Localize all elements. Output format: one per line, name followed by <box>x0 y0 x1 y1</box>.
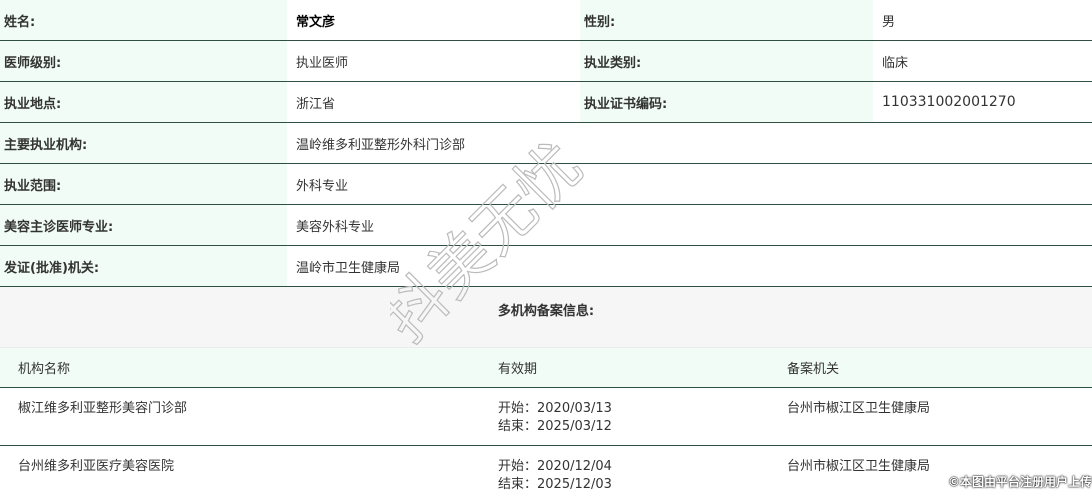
start-date: 开始：2020/12/04 <box>498 459 612 474</box>
info-row: 姓名: 常文彦 性别: 男 <box>0 0 1092 41</box>
institution-table: 机构名称 有效期 备案机关 椒江维多利亚整形美容门诊部 开始：2020/03/1… <box>0 348 1092 504</box>
field-label: 姓名: <box>0 0 287 40</box>
field-label: 性别: <box>580 0 873 40</box>
info-row: 发证(批准)机关: 温岭市卫生健康局 <box>0 246 1092 287</box>
field-value: 临床 <box>873 41 1092 81</box>
authority: 台州市椒江区卫生健康局 <box>787 401 931 416</box>
field-value: 温岭维多利亚整形外科门诊部 <box>287 123 1092 163</box>
field-value: 常文彦 <box>287 0 580 40</box>
column-header: 有效期 <box>498 362 538 377</box>
info-row: 医师级别: 执业医师 执业类别: 临床 <box>0 41 1092 82</box>
table-row: 台州维多利亚医疗美容医院 开始：2020/12/04 结束：2025/12/03 … <box>0 446 1092 504</box>
field-value: 执业医师 <box>287 41 580 81</box>
authority: 台州市椒江区卫生健康局 <box>787 459 931 474</box>
end-date: 结束：2025/03/12 <box>498 419 612 434</box>
info-row: 执业地点: 浙江省 执业证书编码: 110331002001270 <box>0 82 1092 123</box>
field-label: 执业类别: <box>580 41 873 81</box>
field-value: 温岭市卫生健康局 <box>287 246 1092 286</box>
table-header: 机构名称 有效期 备案机关 <box>0 348 1092 388</box>
info-row: 执业范围: 外科专业 <box>0 164 1092 205</box>
table-row: 椒江维多利亚整形美容门诊部 开始：2020/03/13 结束：2025/03/12… <box>0 388 1092 446</box>
multi-institution-title: 多机构备案信息: <box>0 287 1092 348</box>
end-date: 结束：2025/12/03 <box>498 477 612 492</box>
license-number: 110331002001270 <box>873 82 1092 122</box>
field-value: 浙江省 <box>287 82 580 122</box>
upload-credit: ©本图由平台注册用户上传 <box>947 475 1092 489</box>
field-value: 男 <box>873 0 1092 40</box>
field-value: 美容外科专业 <box>287 205 1092 245</box>
institution-name: 椒江维多利亚整形美容门诊部 <box>18 401 188 416</box>
field-value: 外科专业 <box>287 164 1092 204</box>
field-label: 主要执业机构: <box>0 123 287 163</box>
field-label: 执业范围: <box>0 164 287 204</box>
validity: 开始：2020/03/13 结束：2025/03/12 <box>498 400 787 445</box>
start-date: 开始：2020/03/13 <box>498 401 612 416</box>
field-label: 美容主诊医师专业: <box>0 205 287 245</box>
institution-name: 台州维多利亚医疗美容医院 <box>18 459 175 474</box>
column-header: 机构名称 <box>18 362 71 377</box>
info-row: 美容主诊医师专业: 美容外科专业 <box>0 205 1092 246</box>
field-label: 医师级别: <box>0 41 287 81</box>
section-title: 多机构备案信息: <box>497 304 595 319</box>
doctor-info: 姓名: 常文彦 性别: 男 医师级别: 执业医师 执业类别: 临床 执业地点: … <box>0 0 1092 287</box>
field-label: 执业地点: <box>0 82 287 122</box>
field-label: 发证(批准)机关: <box>0 246 287 286</box>
validity: 开始：2020/12/04 结束：2025/12/03 <box>498 458 787 504</box>
info-row: 主要执业机构: 温岭维多利亚整形外科门诊部 <box>0 123 1092 164</box>
field-label: 执业证书编码: <box>580 82 873 122</box>
column-header: 备案机关 <box>787 362 840 377</box>
